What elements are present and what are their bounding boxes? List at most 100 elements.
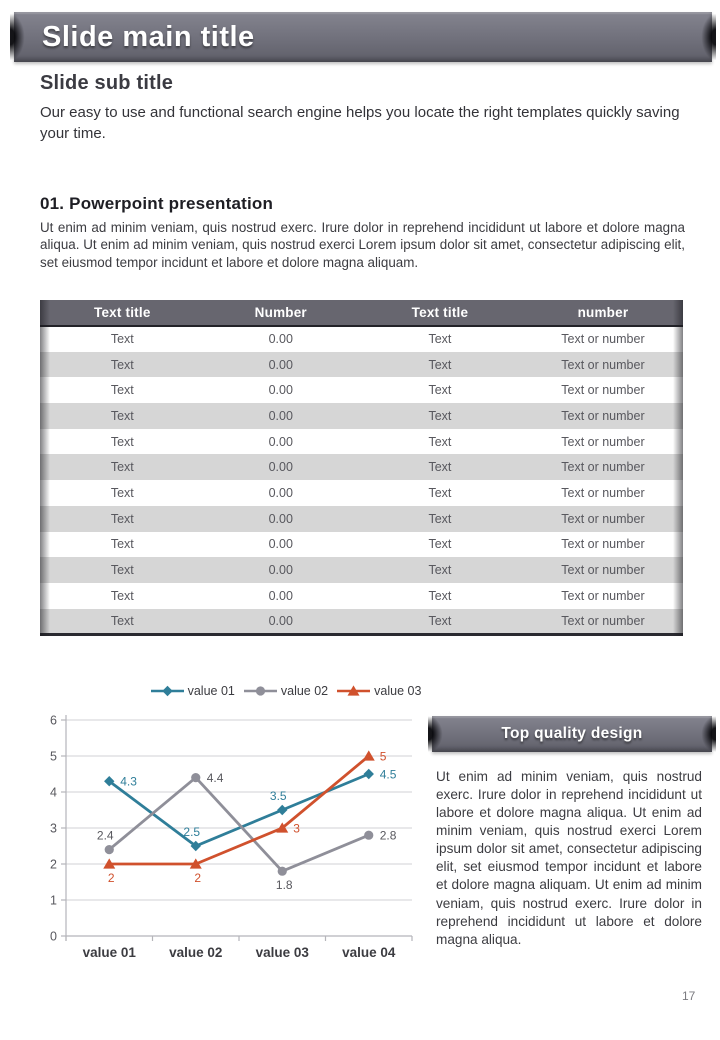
table-cell: 0.00 [204, 377, 357, 404]
circle-legend-marker-icon [243, 686, 277, 696]
data-label: 2.4 [97, 829, 114, 843]
table-cell: Text [40, 480, 205, 506]
table-cell: Text [40, 505, 205, 532]
table-cell: 0.00 [204, 351, 357, 378]
x-category-label: value 03 [256, 945, 310, 960]
intro-paragraph: Our easy to use and functional search en… [40, 104, 680, 142]
data-label: 4.5 [380, 768, 397, 782]
series-line [108, 775, 370, 873]
circle-marker [104, 845, 114, 855]
table-header-cell: Number [204, 300, 357, 327]
x-category-label: value 01 [83, 945, 137, 960]
table-cell: 0.00 [204, 480, 357, 506]
table-cell: Text or number [522, 531, 683, 558]
y-tick-label: 5 [50, 750, 57, 764]
table-header-cell: Text title [356, 300, 523, 327]
table-cell: 0.00 [204, 505, 357, 532]
section-heading: 01. Powerpoint presentation [40, 194, 274, 213]
table-cell: 0.00 [204, 582, 357, 609]
table-row: Text 0.00 Text Text or number [40, 403, 683, 429]
data-label: 1.8 [276, 878, 293, 892]
y-tick-label: 0 [50, 930, 57, 944]
triangle-marker [362, 750, 375, 761]
legend-item-value-01: value 01 [150, 684, 235, 698]
table-cell: Text [40, 454, 205, 481]
line-chart-block: value 01 value 02 value 03 0 1 2 3 4 5 6 value 01… [40, 682, 421, 976]
table-cell: Text or number [522, 608, 683, 635]
table-cell: Text [356, 557, 523, 583]
table-cell: 0.00 [204, 428, 357, 455]
table-cell: Text or number [522, 428, 683, 455]
table-row: Text 0.00 Text Text or number [40, 557, 683, 583]
table-body: Text 0.00 Text Text or number Text 0.00 Text Te… [40, 326, 683, 635]
table-header-cell: Text title [40, 300, 205, 327]
table-row: Text 0.00 Text Text or number [40, 428, 683, 455]
table-cell: 0.00 [204, 454, 357, 481]
table-cell: Text [40, 377, 205, 404]
series-value-03: 2 2 3 5 [103, 750, 387, 885]
legend-item-value-03: value 03 [337, 684, 421, 698]
data-label: 4.3 [120, 775, 137, 789]
main-title-ribbon: Slide main title [10, 7, 716, 67]
side-box-ribbon: Top quality design [428, 711, 716, 757]
table-cell: Text [356, 403, 523, 429]
table-header-cell: number [522, 300, 683, 327]
side-box-paragraph: Ut enim ad minim veniam, quis nostrud ex… [436, 769, 702, 947]
legend-label: value 03 [374, 684, 422, 698]
table-row: Text 0.00 Text Text or number [40, 608, 683, 635]
table-cell: Text [356, 480, 523, 506]
y-tick-label: 1 [50, 894, 57, 908]
table-row: Text 0.00 Text Text or number [40, 582, 683, 609]
triangle-legend-marker-icon [337, 685, 371, 696]
table-cell: Text or number [522, 351, 683, 378]
table-cell: Text or number [522, 326, 683, 352]
page-number: 17 [682, 989, 696, 1003]
line-chart-svg: 0 1 2 3 4 5 6 value 01 value 02 value 03 value 04 4… [50, 714, 413, 960]
table-cell: 0.00 [204, 557, 357, 583]
data-label: 2.5 [183, 825, 200, 839]
y-tick-label: 2 [50, 858, 57, 872]
table-cell: Text [356, 582, 523, 609]
y-tick-label: 6 [50, 714, 57, 728]
data-table: Text title Number Text title number Text 0.0… [40, 300, 683, 636]
table-row: Text 0.00 Text Text or number [40, 351, 683, 378]
table-cell: Text [356, 377, 523, 404]
circle-marker [277, 866, 287, 876]
x-category-label: value 02 [169, 945, 222, 960]
slide-sub-title: Slide sub title [40, 72, 174, 94]
series-value-02: 2.4 4.4 1.8 2.8 [97, 771, 397, 892]
table-cell: Text [356, 351, 523, 378]
series-line [109, 754, 370, 866]
circle-marker [364, 830, 374, 840]
series-line [108, 772, 370, 848]
table-cell: Text or number [522, 377, 683, 404]
data-label: 3.5 [270, 789, 287, 803]
table-cell: Text [356, 454, 523, 481]
table-cell: Text or number [522, 557, 683, 583]
data-table-wrap: Text title Number Text title number Text 0.0… [40, 300, 683, 636]
chart-legend: value 01 value 02 value 03 [40, 682, 421, 700]
data-label: 2 [108, 871, 115, 885]
diamond-marker [190, 840, 201, 852]
data-label: 2 [194, 871, 201, 885]
table-header-row: Text title Number Text title number [40, 300, 683, 327]
data-label: 3 [293, 822, 300, 836]
data-label: 5 [380, 750, 387, 764]
table-cell: Text [40, 531, 205, 558]
table-cell: Text or number [522, 480, 683, 506]
side-box-title: Top quality design [501, 725, 643, 742]
y-tick-label: 3 [50, 822, 57, 836]
table-cell: Text [40, 428, 205, 455]
legend-label: value 02 [280, 684, 329, 698]
table-cell: Text [356, 505, 523, 532]
section-paragraph: Ut enim ad minim veniam, quis nostrud ex… [40, 220, 685, 270]
table-cell: 0.00 [204, 403, 357, 429]
x-category-label: value 04 [342, 945, 396, 960]
y-tick-label: 4 [50, 786, 57, 800]
table-cell: Text [40, 608, 205, 635]
table-cell: 0.00 [204, 326, 357, 352]
diamond-marker [277, 804, 288, 816]
table-row: Text 0.00 Text Text or number [40, 505, 683, 532]
table-cell: Text [356, 531, 523, 558]
table-cell: Text or number [522, 582, 683, 609]
